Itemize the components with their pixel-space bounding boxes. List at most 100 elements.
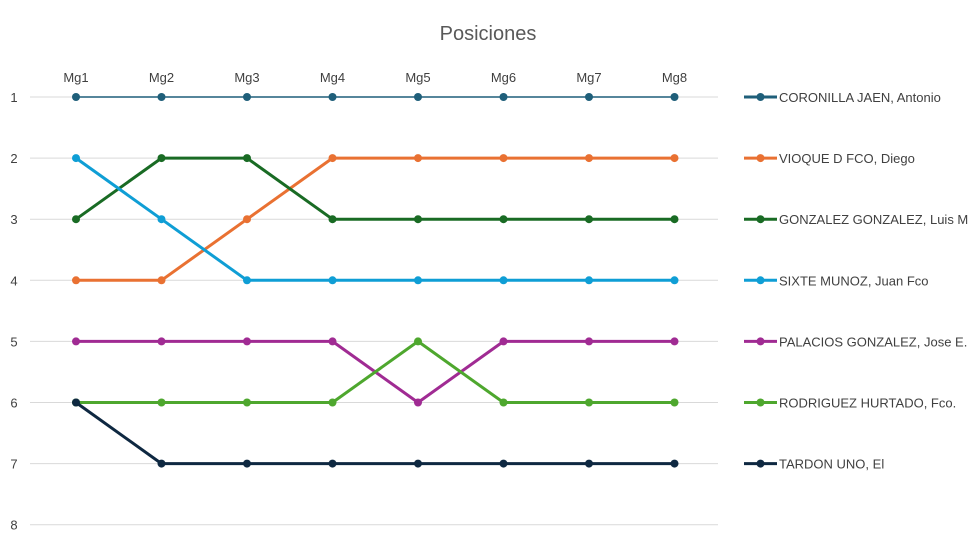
data-point[interactable] bbox=[414, 154, 422, 163]
data-point[interactable] bbox=[414, 459, 422, 468]
data-point[interactable] bbox=[585, 337, 593, 346]
y-tick-label: 5 bbox=[10, 334, 17, 349]
data-point[interactable] bbox=[670, 215, 679, 224]
legend-entry[interactable]: TARDON UNO, El bbox=[744, 457, 884, 472]
data-point[interactable] bbox=[499, 337, 508, 346]
data-point[interactable] bbox=[499, 215, 508, 224]
legend-point-marker bbox=[756, 154, 765, 163]
data-point[interactable] bbox=[243, 93, 251, 101]
series-6[interactable] bbox=[72, 398, 679, 468]
series-line[interactable] bbox=[74, 156, 676, 282]
x-tick-label: Mg4 bbox=[320, 70, 345, 85]
series-3[interactable] bbox=[72, 154, 679, 285]
data-point[interactable] bbox=[243, 398, 251, 407]
data-point[interactable] bbox=[72, 276, 80, 285]
data-point[interactable] bbox=[670, 93, 679, 101]
legend-entry[interactable]: PALACIOS GONZALEZ, Jose E. bbox=[744, 334, 967, 349]
data-point[interactable] bbox=[328, 337, 337, 346]
series-line[interactable] bbox=[74, 156, 676, 282]
legend-label: VIOQUE D FCO, Diego bbox=[779, 151, 915, 166]
legend-point-marker bbox=[756, 276, 765, 285]
data-point[interactable] bbox=[157, 459, 166, 468]
data-point[interactable] bbox=[585, 398, 593, 407]
data-point[interactable] bbox=[670, 337, 679, 346]
data-point[interactable] bbox=[157, 154, 166, 163]
data-point[interactable] bbox=[414, 215, 422, 224]
y-axis-tick-labels: 1 2 3 4 5 6 7 8 bbox=[10, 90, 17, 533]
series-2[interactable] bbox=[72, 154, 679, 224]
data-point[interactable] bbox=[157, 337, 166, 346]
series-line[interactable] bbox=[74, 401, 676, 466]
data-point[interactable] bbox=[72, 93, 80, 101]
x-tick-label: Mg3 bbox=[234, 70, 259, 85]
data-point[interactable] bbox=[328, 276, 337, 285]
x-tick-label: Mg2 bbox=[149, 70, 174, 85]
data-point[interactable] bbox=[499, 398, 508, 407]
y-tick-label: 2 bbox=[10, 151, 17, 166]
x-tick-label: Mg5 bbox=[405, 70, 430, 85]
data-point[interactable] bbox=[670, 459, 679, 468]
series-1[interactable] bbox=[72, 154, 679, 285]
data-point[interactable] bbox=[157, 276, 166, 285]
data-point[interactable] bbox=[328, 93, 337, 101]
legend-entry[interactable]: VIOQUE D FCO, Diego bbox=[744, 151, 915, 166]
data-point[interactable] bbox=[328, 459, 337, 468]
data-point[interactable] bbox=[585, 154, 593, 163]
data-point[interactable] bbox=[499, 459, 508, 468]
series-line[interactable] bbox=[74, 156, 676, 221]
data-point[interactable] bbox=[72, 154, 80, 163]
data-point[interactable] bbox=[157, 398, 166, 407]
legend-point-marker bbox=[756, 459, 765, 468]
series-0[interactable] bbox=[72, 93, 679, 101]
data-point[interactable] bbox=[414, 93, 422, 101]
series-line[interactable] bbox=[74, 339, 676, 404]
legend-entry[interactable]: SIXTE MUNOZ, Juan Fco bbox=[744, 273, 929, 288]
data-point[interactable] bbox=[328, 215, 337, 224]
x-tick-label: Mg1 bbox=[63, 70, 88, 85]
legend-point-marker bbox=[756, 337, 765, 346]
data-point[interactable] bbox=[670, 398, 679, 407]
data-point[interactable] bbox=[243, 337, 251, 346]
data-point[interactable] bbox=[243, 459, 251, 468]
data-point[interactable] bbox=[243, 215, 251, 224]
data-point[interactable] bbox=[499, 276, 508, 285]
data-point[interactable] bbox=[670, 154, 679, 163]
data-point[interactable] bbox=[243, 154, 251, 163]
data-point[interactable] bbox=[585, 215, 593, 224]
series-5[interactable] bbox=[72, 337, 679, 407]
data-point[interactable] bbox=[157, 215, 166, 224]
legend-label: PALACIOS GONZALEZ, Jose E. bbox=[779, 334, 967, 349]
legend-entry[interactable]: RODRIGUEZ HURTADO, Fco. bbox=[744, 396, 956, 411]
data-point[interactable] bbox=[585, 93, 593, 101]
data-point[interactable] bbox=[243, 276, 251, 285]
data-point[interactable] bbox=[414, 276, 422, 285]
legend-label: TARDON UNO, El bbox=[779, 457, 884, 472]
legend-label: CORONILLA JAEN, Antonio bbox=[779, 90, 941, 105]
gridlines bbox=[30, 96, 718, 526]
data-point[interactable] bbox=[414, 337, 422, 346]
data-point[interactable] bbox=[585, 276, 593, 285]
data-point[interactable] bbox=[328, 398, 337, 407]
data-point[interactable] bbox=[72, 398, 80, 407]
y-tick-label: 1 bbox=[10, 90, 17, 105]
data-point[interactable] bbox=[72, 337, 80, 346]
y-tick-label: 7 bbox=[10, 457, 17, 472]
series-layer bbox=[72, 93, 679, 468]
legend-entry[interactable]: GONZALEZ GONZALEZ, Luis M bbox=[744, 212, 968, 227]
y-tick-label: 4 bbox=[10, 273, 17, 288]
data-point[interactable] bbox=[414, 398, 422, 407]
data-point[interactable] bbox=[499, 154, 508, 163]
y-tick-label: 3 bbox=[10, 212, 17, 227]
data-point[interactable] bbox=[328, 154, 337, 163]
data-point[interactable] bbox=[72, 215, 80, 224]
data-point[interactable] bbox=[157, 93, 166, 101]
data-point[interactable] bbox=[499, 93, 508, 101]
legend-entry[interactable]: CORONILLA JAEN, Antonio bbox=[744, 90, 941, 105]
x-tick-label: Mg8 bbox=[662, 70, 687, 85]
data-point[interactable] bbox=[670, 276, 679, 285]
x-tick-label: Mg7 bbox=[576, 70, 601, 85]
legend-label: SIXTE MUNOZ, Juan Fco bbox=[779, 273, 929, 288]
data-point[interactable] bbox=[585, 459, 593, 468]
